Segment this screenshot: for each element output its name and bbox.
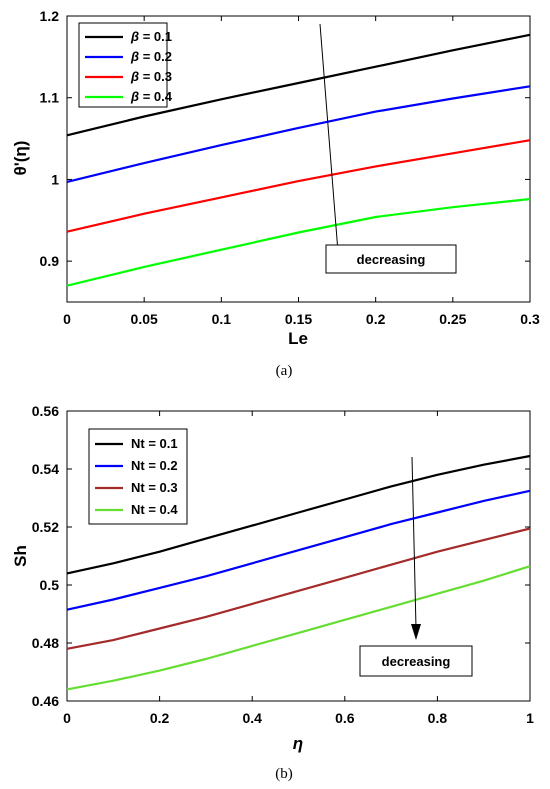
legend-symbol: β (130, 89, 139, 104)
arrow-line-a (319, 23, 339, 253)
arrow-head-b (411, 624, 421, 640)
y-tick-label: 0.52 (32, 519, 59, 535)
series-line-b-3 (66, 527, 531, 650)
legend-value: Nt = 0.1 (131, 436, 178, 451)
x-tick-label: 0.25 (439, 311, 466, 327)
x-axis-label-a: Le (288, 329, 308, 348)
arrow-line-b (411, 456, 417, 629)
legend-label: Nt = 0.2 (131, 458, 178, 473)
x-tick-label: 0.3 (520, 311, 540, 327)
legend-label: β = 0.2 (130, 49, 172, 64)
annotation-box-b (359, 645, 473, 677)
y-tick-label: 0.48 (32, 635, 59, 651)
series-line-a-2 (66, 85, 531, 183)
series-group-a (66, 33, 531, 287)
legend-value: Nt = 0.4 (131, 502, 178, 517)
legend-symbol: β (130, 69, 139, 84)
legend-symbol: β (130, 49, 139, 64)
legend-label: Nt = 0.3 (131, 480, 178, 495)
series-line-a-4 (66, 197, 531, 287)
x-axis-label-b: η (293, 734, 303, 753)
series-line-b-2 (66, 489, 531, 611)
y-tick-label: 1 (51, 171, 59, 187)
caption-a: (a) (276, 363, 293, 379)
legend-value: = 0.2 (139, 49, 172, 64)
x-tick-label: 1 (526, 710, 534, 726)
y-tick-label: 1.2 (40, 8, 60, 24)
ticks-a: 0 0.05 0.1 0.15 0.2 0.25 0.3 0.9 1 1.1 1.2 (40, 8, 540, 327)
x-tick-label: 0.2 (366, 311, 386, 327)
legend-value: Nt = 0.2 (131, 458, 178, 473)
y-tick-label: 0.56 (32, 403, 59, 419)
caption-b: (b) (275, 766, 293, 782)
x-tick-label: 0.05 (131, 311, 158, 327)
legend-symbol: β (130, 29, 139, 44)
series-line-a-3 (66, 139, 531, 233)
x-tick-label: 0 (63, 311, 71, 327)
y-tick-label: 0.54 (32, 461, 59, 477)
series-group-b (66, 454, 531, 691)
y-tick-label: 1.1 (40, 90, 60, 106)
legend-label: Nt = 0.1 (131, 436, 178, 451)
ticks-b: 0 0.2 0.4 0.6 0.8 1 0.46 0.48 0.5 0.52 0.54 0.56 (32, 403, 534, 726)
legend-value: = 0.3 (139, 69, 172, 84)
y-tick-label: 0.46 (32, 693, 59, 709)
annotation-b: decreasing (382, 654, 451, 669)
x-tick-label: 0.8 (428, 710, 448, 726)
x-tick-label: 0.6 (335, 710, 355, 726)
x-tick-label: 0.15 (285, 311, 312, 327)
y-axis-label-b: Sh (11, 545, 30, 567)
legend-b: Nt = 0.1 Nt = 0.2 Nt = 0.3 Nt = 0.4 (88, 428, 188, 525)
legend-label: β = 0.1 (130, 29, 172, 44)
x-tick-label: 0.4 (242, 710, 262, 726)
y-tick-label: 0.9 (40, 253, 60, 269)
legend-a: β = 0.1β = 0.2β = 0.3β = 0.4 (78, 22, 173, 108)
x-tick-label: 0 (63, 710, 71, 726)
legend-label: Nt = 0.4 (131, 502, 178, 517)
legend-value: = 0.1 (139, 29, 172, 44)
legend-label: β = 0.4 (130, 89, 173, 104)
series-line-b-4 (66, 565, 531, 691)
series-line-b-1 (66, 454, 531, 575)
panel-a: 0 0.05 0.1 0.15 0.2 0.25 0.3 0.9 1 1.1 1.2 decreas… (11, 8, 540, 379)
annotation-a: decreasing (357, 252, 426, 267)
x-tick-label: 0.2 (150, 710, 170, 726)
legend-label: β = 0.3 (130, 69, 172, 84)
plot-frame-b (66, 410, 531, 702)
panel-b: 0 0.2 0.4 0.6 0.8 1 0.46 0.48 0.5 0.52 0.54 0.56 de… (11, 403, 534, 782)
series-line-a-1 (66, 33, 531, 137)
legend-value: = 0.4 (139, 89, 173, 104)
y-tick-label: 0.5 (40, 577, 60, 593)
legend-value: Nt = 0.3 (131, 480, 178, 495)
annotation-box-a (325, 244, 457, 274)
y-axis-label-a: θ'(η) (11, 141, 30, 176)
x-tick-label: 0.1 (212, 311, 232, 327)
